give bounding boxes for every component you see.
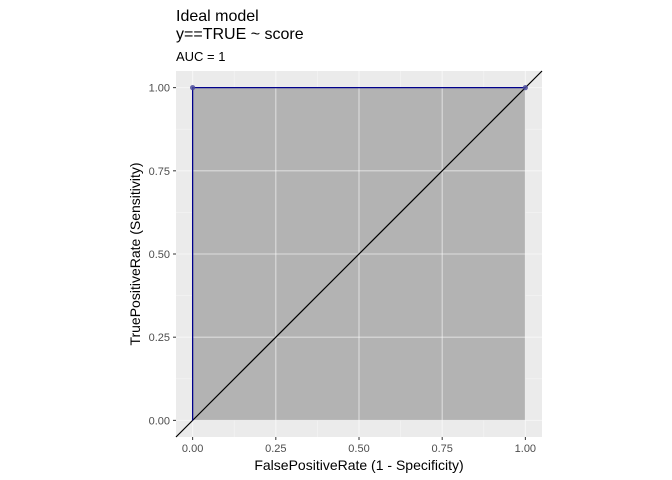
x-axis-title: FalsePositiveRate (1 - Specificity) bbox=[254, 457, 463, 473]
x-tick-label: 0.50 bbox=[348, 443, 369, 455]
roc-points-layer bbox=[190, 85, 528, 91]
x-axis-ticks: 0.00 0.25 0.50 0.75 1.00 bbox=[182, 437, 536, 455]
diagonal-layer bbox=[175, 70, 543, 438]
roc-point bbox=[522, 85, 528, 91]
chart-title: Ideal model bbox=[176, 8, 259, 25]
y-tick-label: 0.75 bbox=[149, 166, 170, 178]
y-tick-label: 0.50 bbox=[149, 249, 170, 261]
chart-title-line2: y==TRUE ~ score bbox=[176, 26, 304, 43]
roc-point bbox=[190, 85, 196, 91]
x-tick-label: 0.00 bbox=[182, 443, 203, 455]
y-axis-title: TruePositiveRate (Sensitivity) bbox=[127, 162, 143, 345]
y-tick-label: 0.00 bbox=[149, 415, 170, 427]
chart-subtitle: AUC = 1 bbox=[176, 49, 226, 64]
diagonal-reference-line bbox=[175, 70, 543, 438]
y-axis-ticks: 0.00 0.25 0.50 0.75 1.00 bbox=[149, 83, 176, 427]
x-tick-label: 0.25 bbox=[265, 443, 286, 455]
y-tick-label: 1.00 bbox=[149, 83, 170, 95]
y-tick-label: 0.25 bbox=[149, 332, 170, 344]
x-tick-label: 1.00 bbox=[515, 443, 536, 455]
x-tick-label: 0.75 bbox=[431, 443, 452, 455]
